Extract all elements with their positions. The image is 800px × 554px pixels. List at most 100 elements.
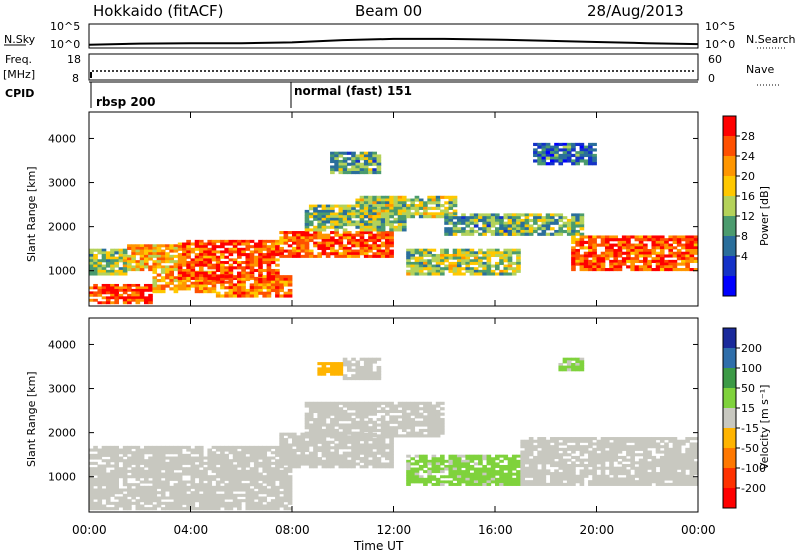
data-cell (393, 404, 399, 408)
data-cell (634, 453, 640, 457)
data-cell (224, 448, 229, 452)
data-cell (503, 251, 509, 255)
data-cell (169, 477, 174, 481)
data-cell (152, 507, 158, 511)
data-cell (135, 472, 141, 476)
data-cell (685, 461, 690, 465)
data-cell (131, 472, 136, 476)
data-cell (566, 224, 572, 228)
data-cell (368, 157, 373, 161)
data-cell (440, 467, 445, 471)
data-cell (300, 246, 306, 250)
data-cell (198, 453, 204, 457)
data-cell (211, 488, 217, 492)
data-cell (461, 462, 466, 466)
data-cell (203, 245, 208, 249)
data-cell (198, 488, 204, 492)
data-cell (621, 235, 627, 239)
data-cell (456, 261, 462, 265)
data-cell (359, 368, 365, 372)
data-cell (575, 257, 580, 261)
data-cell (224, 459, 229, 463)
data-cell (469, 213, 475, 217)
data-cell (194, 485, 200, 489)
data-cell (423, 212, 428, 216)
data-cell (630, 445, 635, 449)
data-cell (148, 451, 153, 455)
data-cell (571, 235, 576, 239)
data-cell (211, 242, 217, 246)
data-cell (592, 268, 597, 272)
data-cell (317, 434, 323, 438)
data-cell (630, 474, 635, 478)
data-cell (571, 218, 576, 223)
data-cell (359, 244, 365, 248)
data-cell (693, 482, 699, 486)
data-cell (249, 496, 255, 500)
data-cell (143, 288, 149, 292)
data-cell (495, 251, 500, 255)
data-cell (583, 469, 589, 473)
data-cell (672, 474, 678, 478)
data-cell (245, 491, 251, 495)
data-cell (110, 251, 115, 255)
data-cell (638, 453, 644, 457)
data-cell (389, 443, 394, 447)
data-cell (452, 470, 458, 474)
data-cell (313, 244, 318, 248)
data-cell (346, 368, 352, 372)
data-cell (249, 245, 255, 249)
data-cell (308, 451, 314, 455)
data-cell (220, 266, 225, 270)
data-cell (571, 254, 576, 258)
data-cell (372, 238, 377, 243)
data-cell (406, 472, 411, 476)
data-cell (215, 268, 221, 273)
data-cell (152, 284, 158, 288)
data-cell (93, 267, 98, 271)
data-cell (528, 480, 534, 484)
data-cell (101, 283, 107, 287)
data-cell (97, 504, 103, 508)
data-cell (101, 504, 107, 508)
data-cell (173, 501, 179, 505)
data-cell (207, 507, 213, 511)
data-cell (165, 467, 170, 471)
data-cell (182, 268, 187, 273)
data-cell (317, 462, 323, 466)
data-cell (575, 458, 580, 462)
data-cell (173, 262, 179, 266)
data-cell (452, 261, 458, 265)
data-cell (330, 151, 335, 155)
data-cell (342, 360, 348, 364)
data-cell (600, 437, 606, 441)
data-cell (554, 480, 559, 484)
data-cell (131, 257, 136, 261)
data-cell (122, 288, 128, 292)
data-cell (342, 457, 348, 461)
data-cell (148, 464, 153, 468)
data-cell (279, 435, 284, 439)
data-cell (211, 491, 217, 495)
data-cell (520, 458, 526, 462)
data-cell (249, 475, 255, 479)
data-cell (338, 438, 344, 442)
data-cell (647, 474, 652, 478)
data-cell (152, 290, 158, 294)
data-cell (672, 445, 678, 449)
data-cell (89, 264, 94, 268)
data-cell (600, 453, 606, 457)
data-cell (511, 251, 517, 255)
data-cell (114, 483, 120, 487)
data-cell (198, 477, 204, 481)
data-cell (617, 469, 623, 473)
data-cell (554, 463, 559, 468)
data-cell (596, 243, 602, 247)
data-cell (253, 286, 259, 290)
data-cell (262, 504, 268, 508)
data-cell (317, 231, 323, 235)
data-cell (203, 253, 208, 257)
data-cell (456, 459, 462, 463)
data-cell (334, 212, 339, 216)
data-cell (342, 233, 348, 237)
